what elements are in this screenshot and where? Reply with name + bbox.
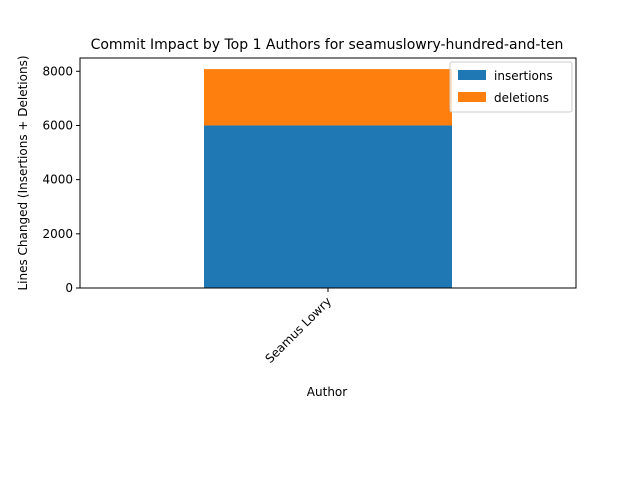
- y-tick-label: 2000: [42, 227, 73, 241]
- legend-swatch-insertions: [458, 70, 486, 80]
- x-tick-label: Seamus Lowry: [262, 294, 334, 366]
- y-tick-label: 0: [65, 281, 73, 295]
- y-tick-label: 6000: [42, 118, 73, 132]
- bar-deletions: [204, 69, 452, 126]
- bar-insertions: [204, 125, 452, 288]
- legend-label-insertions: insertions: [494, 69, 553, 83]
- bars-layer: [204, 69, 452, 288]
- y-tick-label: 4000: [42, 173, 73, 187]
- y-axis-label: Lines Changed (Insertions + Deletions): [16, 55, 30, 290]
- legend-label-deletions: deletions: [494, 91, 549, 105]
- x-axis: Seamus Lowry: [262, 288, 334, 366]
- legend: insertions deletions: [449, 61, 573, 113]
- x-axis-label: Author: [307, 385, 347, 399]
- chart-title: Commit Impact by Top 1 Authors for seamu…: [91, 37, 564, 53]
- y-axis: 0 2000 4000 6000 8000: [42, 64, 80, 295]
- legend-swatch-deletions: [458, 92, 486, 102]
- y-tick-label: 8000: [42, 64, 73, 78]
